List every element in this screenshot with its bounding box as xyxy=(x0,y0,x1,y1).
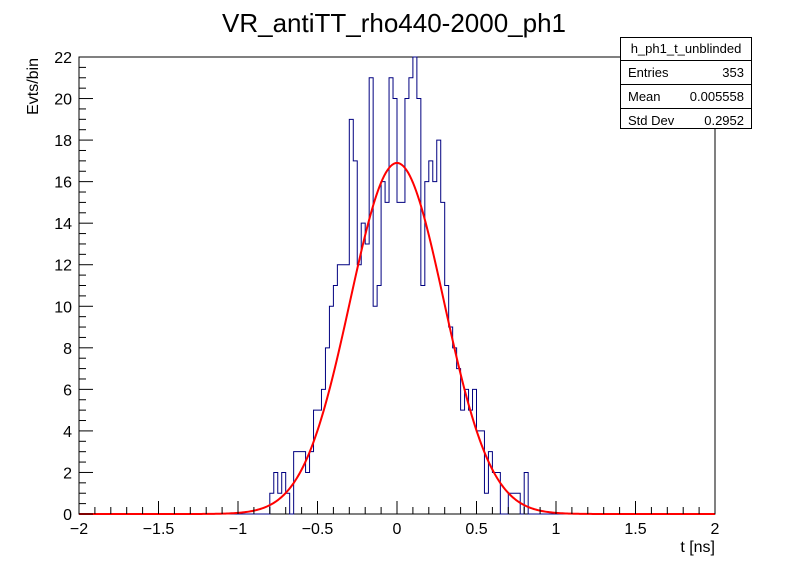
histogram-bin xyxy=(341,265,345,514)
y-tick-label: 4 xyxy=(63,424,72,441)
stats-row-entries: Entries 353 xyxy=(621,61,751,85)
x-tick-label: −1 xyxy=(229,521,247,538)
stats-value: 353 xyxy=(722,65,744,80)
histogram-bin xyxy=(437,140,441,514)
histogram-bin xyxy=(298,452,302,514)
histogram-bin xyxy=(349,119,353,514)
histogram-bin xyxy=(373,306,377,514)
histogram-bin xyxy=(457,369,461,514)
histogram-bin xyxy=(417,99,421,514)
histogram-bin xyxy=(492,472,496,514)
x-tick-label: −1.5 xyxy=(143,521,175,538)
stats-value: 0.2952 xyxy=(704,113,744,128)
histogram-bin xyxy=(413,57,417,514)
histogram-bin xyxy=(433,182,437,514)
histogram-bin xyxy=(477,431,481,514)
x-axis-label: t [ns] xyxy=(680,539,715,556)
histogram-bin xyxy=(329,306,333,514)
y-tick-label: 8 xyxy=(63,341,72,358)
histogram-bin xyxy=(389,78,393,514)
x-tick-label: −0.5 xyxy=(302,521,334,538)
stats-row-stddev: Std Dev 0.2952 xyxy=(621,109,751,132)
y-tick-label: 6 xyxy=(63,382,72,399)
y-tick-label: 14 xyxy=(54,216,72,233)
y-tick-label: 18 xyxy=(54,133,72,150)
histogram-bin xyxy=(353,161,357,514)
histogram-bin xyxy=(381,182,385,514)
stats-row-mean: Mean 0.005558 xyxy=(621,85,751,109)
stats-value: 0.005558 xyxy=(689,89,744,104)
histogram-bin xyxy=(441,202,445,514)
histogram-bin xyxy=(274,472,278,514)
x-tick-label: 0 xyxy=(393,521,402,538)
histogram-bin xyxy=(469,410,473,514)
histogram-bin xyxy=(306,472,310,514)
histogram-bin xyxy=(310,452,314,514)
histogram-bin xyxy=(465,389,469,514)
y-tick-label: 20 xyxy=(54,92,72,109)
y-tick-label: 10 xyxy=(54,299,72,316)
histogram-bin xyxy=(337,265,341,514)
x-tick-label: 1.5 xyxy=(624,521,646,538)
histogram-bin xyxy=(397,202,401,514)
histogram-bin xyxy=(393,99,397,514)
histogram-bin xyxy=(453,348,457,514)
histogram-bin xyxy=(314,410,318,514)
histogram-bin xyxy=(369,78,373,514)
histogram-bin xyxy=(377,286,381,515)
histogram-bin xyxy=(449,327,453,514)
x-tick-label: 2 xyxy=(711,521,720,538)
histogram-bin xyxy=(429,161,433,514)
histogram-outline xyxy=(79,56,715,515)
histogram-bin xyxy=(286,493,290,514)
histogram-bin xyxy=(361,223,365,514)
histogram-bin xyxy=(405,99,409,514)
histogram-bin xyxy=(365,244,369,514)
histogram-bin xyxy=(421,286,425,515)
histogram-bin xyxy=(333,286,337,515)
stats-label: Entries xyxy=(628,65,669,80)
histogram-bin xyxy=(325,348,329,514)
stats-title: h_ph1_t_unblinded xyxy=(621,38,751,61)
y-tick-label: 22 xyxy=(54,50,72,67)
histogram-bin xyxy=(484,493,488,514)
y-tick-label: 12 xyxy=(54,258,72,275)
y-tick-label: 16 xyxy=(54,175,72,192)
stats-label: Mean xyxy=(628,89,661,104)
x-tick-label: −2 xyxy=(70,521,88,538)
x-tick-label: 1 xyxy=(552,521,561,538)
histogram-bin xyxy=(409,78,413,514)
histogram-bin xyxy=(345,265,349,514)
histogram-bin xyxy=(401,202,405,514)
histogram-bin xyxy=(473,389,477,514)
histogram-bin xyxy=(357,265,361,514)
x-tick-label: 0.5 xyxy=(465,521,487,538)
stats-box: h_ph1_t_unblinded Entries 353 Mean 0.005… xyxy=(620,37,752,129)
histogram-bin xyxy=(385,202,389,514)
y-tick-label: 2 xyxy=(63,465,72,482)
histogram-bin xyxy=(461,410,465,514)
y-axis-label: Evts/bin xyxy=(25,58,42,115)
y-tick-label: 0 xyxy=(63,507,72,524)
stats-label: Std Dev xyxy=(628,113,675,128)
gaussian-fit-curve xyxy=(79,161,715,515)
chart-title: VR_antiTT_rho440-2000_ph1 xyxy=(222,8,566,38)
